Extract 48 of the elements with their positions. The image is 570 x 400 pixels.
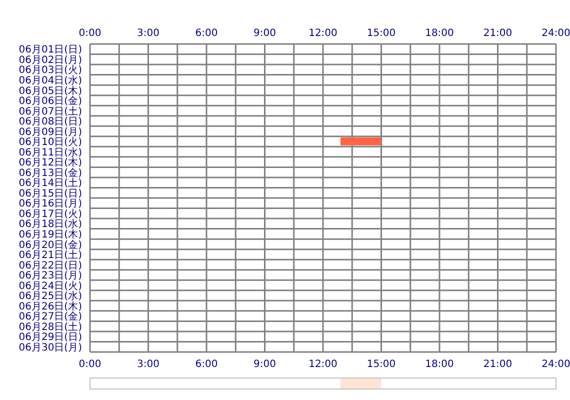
y-tick-label: 06月14日(土): [18, 177, 82, 190]
y-tick-label: 06月19日(木): [18, 228, 82, 240]
x2-tick-label: 0:00: [78, 28, 102, 39]
x-tick-label: 3:00: [137, 359, 160, 370]
y-tick-label: 06月25日(水): [18, 290, 82, 302]
x2-tick-label: 21:00: [483, 28, 512, 39]
x2-tick-label: 18:00: [425, 28, 454, 39]
y-tick-label: 06月11日(水): [18, 146, 82, 158]
y-tick-label: 06月07日(土): [18, 105, 82, 118]
y-tick-label: 06月30日(月): [18, 342, 82, 354]
x2-tick-label: 6:00: [195, 28, 218, 39]
x-tick-label: 21:00: [483, 359, 512, 370]
y-tick-label: 06月01日(日): [18, 44, 82, 56]
y-tick-label: 06月15日(日): [18, 188, 82, 200]
y-tick-label: 06月05日(木): [18, 84, 82, 97]
y-tick-label: 06月06日(金): [18, 95, 82, 108]
y-tick-label: 06月02日(月): [18, 54, 82, 66]
x2-tick-label: 9:00: [254, 28, 276, 39]
y-tick-label: 06月12日(木): [18, 156, 82, 169]
x2-tick-label: 24:00: [542, 28, 570, 39]
y-tick-label: 06月23日(月): [18, 270, 82, 282]
y-tick-label: 06月20日(金): [18, 238, 82, 251]
y-tick-label: 06月08日(日): [18, 116, 82, 128]
y-tick-label: 06月13日(金): [18, 166, 82, 179]
y-tick-label: 06月22日(日): [18, 260, 82, 272]
x-tick-label: 12:00: [308, 359, 338, 370]
y-tick-label: 06月04日(水): [18, 74, 82, 86]
x2-tick-label: 3:00: [137, 28, 160, 39]
x-tick-label: 15:00: [366, 359, 396, 370]
y-tick-label: 06月24日(火): [18, 280, 82, 292]
y-tick-label: 06月28日(土): [18, 320, 82, 333]
x-tick-label: 18:00: [425, 359, 454, 370]
y-tick-label: 06月16日(月): [18, 198, 82, 210]
y-tick-label: 06月26日(木): [18, 300, 82, 312]
x-tick-label: 6:00: [195, 359, 218, 370]
y-tick-label: 06月03日(火): [18, 64, 82, 76]
y-tick-label: 06月21日(土): [18, 249, 82, 262]
y-tick-label: 06月09日(月): [18, 126, 82, 138]
y-tick-label: 06月18日(水): [18, 218, 82, 230]
x-tick-label: 0:00: [78, 359, 102, 370]
x-tick-label: 9:00: [254, 359, 276, 370]
x2-tick-label: 15:00: [366, 28, 396, 39]
y-tick-label: 06月29日(日): [18, 332, 82, 344]
x-tick-label: 24:00: [542, 359, 570, 370]
x2-tick-label: 12:00: [308, 28, 338, 39]
y-tick-label: 06月17日(火): [18, 208, 82, 220]
y-tick-label: 06月10日(火): [18, 136, 82, 148]
y-tick-label: 06月27日(金): [18, 310, 82, 323]
